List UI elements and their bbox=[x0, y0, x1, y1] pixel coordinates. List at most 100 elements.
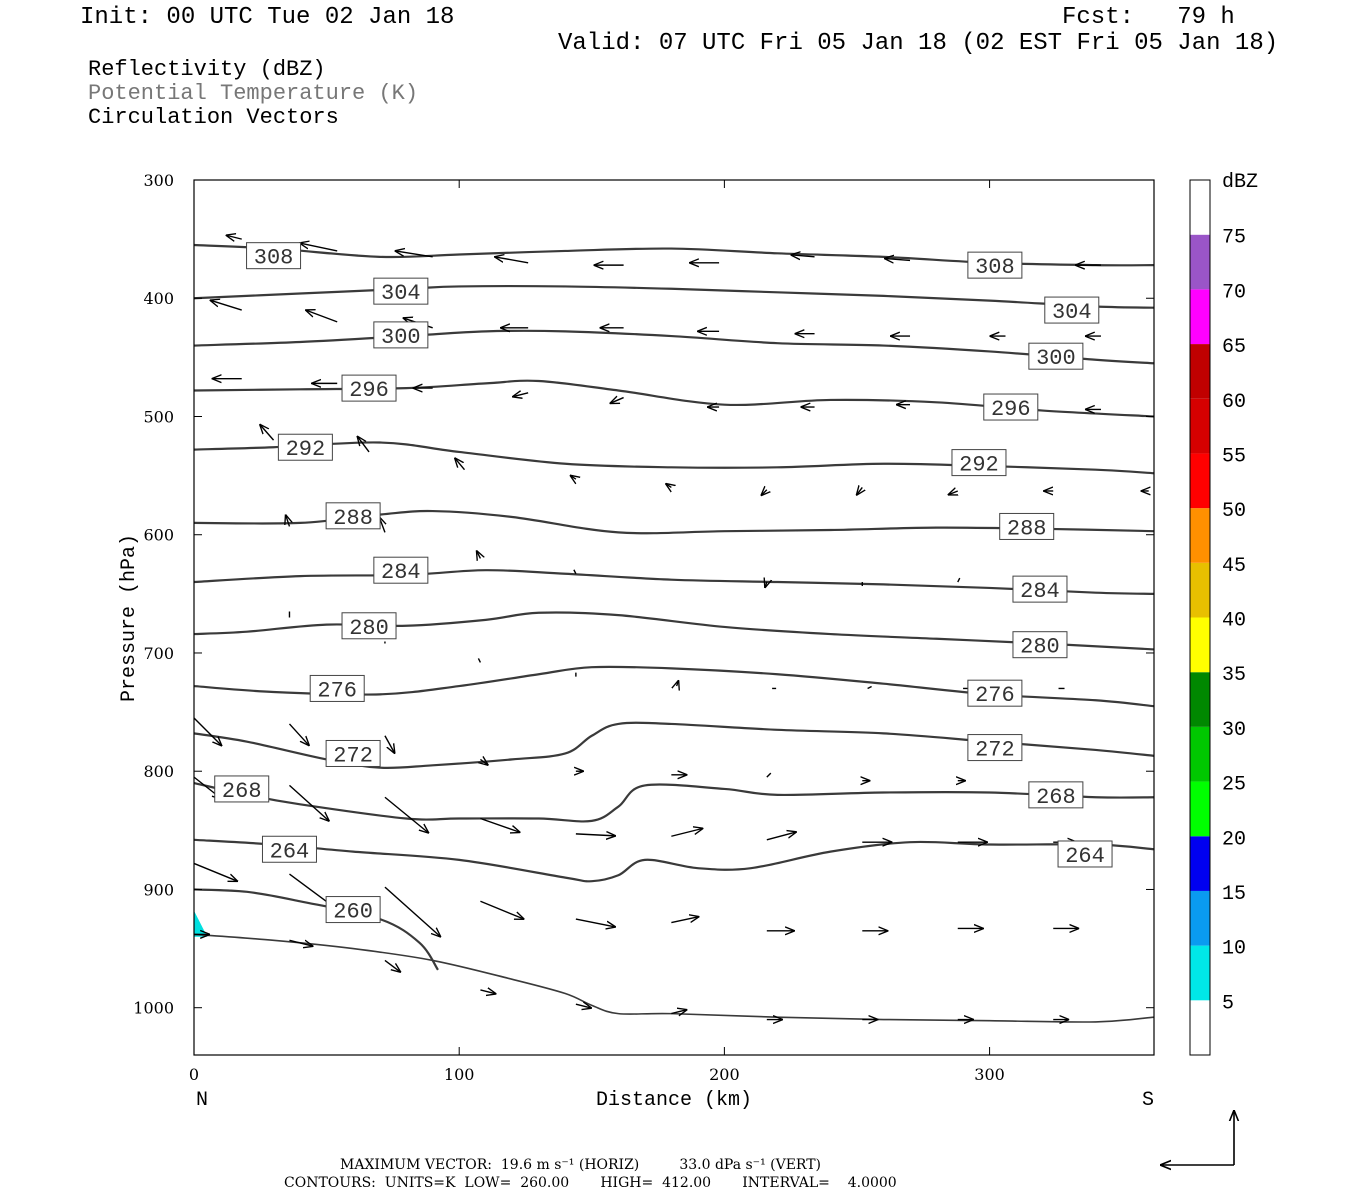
y-tick-label: 1000 bbox=[133, 999, 174, 1018]
circulation-vector bbox=[884, 258, 911, 260]
plot-frame bbox=[193, 179, 1155, 1056]
contour-label: 268 bbox=[1028, 781, 1084, 810]
y-tick-label: 600 bbox=[143, 526, 174, 545]
contour-label-box bbox=[1012, 631, 1068, 659]
colorbar-bin bbox=[1190, 890, 1210, 946]
colorbar-tick-label: 30 bbox=[1222, 719, 1246, 742]
contour-label-text: 268 bbox=[1036, 785, 1076, 810]
contour-label-box bbox=[967, 251, 1023, 279]
colorbar-bin bbox=[1190, 836, 1210, 891]
x-end-left: N bbox=[196, 1089, 208, 1112]
contour-label-text: 308 bbox=[975, 255, 1015, 280]
colorbar: 5 10 15 20 25 30 35 40 45 50 55 60 65 70 75 bbox=[1189, 179, 1246, 1056]
theta-contour-304 bbox=[193, 285, 1155, 309]
circulation-vector bbox=[289, 784, 329, 821]
circulation-vector bbox=[193, 717, 222, 746]
reflectivity-layer bbox=[194, 910, 208, 937]
contour-label: 300 bbox=[1028, 342, 1084, 371]
x-tick-label: 0 bbox=[189, 1065, 199, 1084]
colorbar-tick-label: 20 bbox=[1222, 828, 1246, 851]
field-theta: Potential Temperature (K) bbox=[88, 81, 419, 106]
contour-label-box bbox=[325, 739, 381, 767]
colorbar-bin bbox=[1190, 672, 1210, 727]
circulation-vector bbox=[260, 424, 275, 441]
contour-label: 284 bbox=[373, 556, 429, 585]
contour-label: 264 bbox=[1057, 840, 1113, 869]
circulation-vector bbox=[766, 832, 797, 841]
contour-label-text: 292 bbox=[959, 453, 999, 478]
colorbar-bin bbox=[1190, 234, 1210, 290]
contour-label-box bbox=[373, 321, 429, 349]
circulation-vector bbox=[575, 1004, 592, 1008]
contour-label-box bbox=[325, 502, 381, 530]
circulation-vector bbox=[480, 990, 496, 994]
colorbar-tick-label: 75 bbox=[1222, 227, 1246, 250]
circulation-vector bbox=[677, 680, 679, 686]
theta-contour-284 bbox=[193, 569, 1155, 595]
colorbar-tick-label: 40 bbox=[1222, 610, 1246, 633]
circulation-vector bbox=[765, 582, 767, 588]
colorbar-frame bbox=[1189, 179, 1211, 1056]
circulation-vector bbox=[384, 796, 429, 833]
circulation-vector bbox=[573, 569, 577, 575]
colorbar-tick-label: 50 bbox=[1222, 500, 1246, 523]
contour-label: 288 bbox=[999, 512, 1055, 541]
contour-label: 292 bbox=[277, 433, 333, 462]
contour-label-box bbox=[341, 612, 397, 640]
contour-label-box bbox=[214, 775, 270, 803]
contour-label: 280 bbox=[341, 612, 397, 641]
circulation-vector bbox=[948, 491, 958, 495]
contour-label-box bbox=[951, 449, 1007, 477]
contour-label-text: 276 bbox=[317, 678, 357, 703]
forecast-hour: Fcst: 79 h bbox=[1062, 4, 1235, 31]
colorbar-bin bbox=[1190, 344, 1210, 399]
colorbar-bin bbox=[1190, 289, 1210, 345]
contour-label-text: 276 bbox=[975, 683, 1015, 708]
colorbar-tick-label: 25 bbox=[1222, 774, 1246, 797]
colorbar-tick-label: 10 bbox=[1222, 938, 1246, 961]
contour-label: 308 bbox=[246, 242, 302, 271]
y-tick-label: 900 bbox=[143, 880, 174, 899]
contour-label: 276 bbox=[309, 674, 365, 703]
circulation-vector bbox=[480, 817, 520, 833]
circulation-vector bbox=[494, 257, 529, 264]
contour-label-box bbox=[246, 242, 302, 270]
contour-label-box bbox=[1028, 342, 1084, 370]
contour-label-box bbox=[325, 896, 381, 924]
axes: 300 400 500 600 700 800 900 1000 0 100 200 300 bbox=[133, 171, 1154, 1084]
contour-label-text: 280 bbox=[1020, 635, 1060, 660]
circulation-vector bbox=[791, 255, 815, 257]
init-time: Init: 00 UTC Tue 02 Jan 18 bbox=[80, 4, 455, 31]
colorbar-bin bbox=[1190, 398, 1210, 454]
circulation-vector bbox=[384, 959, 401, 972]
contour-label-box bbox=[373, 277, 429, 305]
circulation-vector bbox=[226, 235, 242, 239]
colorbar-tick-label: 35 bbox=[1222, 664, 1246, 687]
contour-label-box bbox=[967, 734, 1023, 762]
circulation-vector bbox=[395, 251, 433, 258]
contour-label-text: 304 bbox=[381, 281, 421, 306]
contour-label-text: 260 bbox=[333, 900, 373, 925]
field-vectors: Circulation Vectors bbox=[88, 105, 339, 130]
colorbar-tick-label: 5 bbox=[1222, 992, 1234, 1015]
contour-label-box bbox=[999, 512, 1055, 540]
circulation-vector bbox=[285, 514, 289, 527]
colorbar-bin bbox=[1190, 508, 1210, 563]
colorbar-tick-label: 60 bbox=[1222, 391, 1246, 414]
contour-label-text: 288 bbox=[333, 506, 373, 531]
circulation-vector bbox=[480, 759, 488, 765]
reflectivity-cell bbox=[194, 910, 208, 937]
contour-label: 272 bbox=[325, 739, 381, 768]
circulation-vector bbox=[856, 487, 862, 495]
circulation-vector bbox=[289, 940, 313, 946]
circulation-vector bbox=[610, 398, 624, 404]
x-end-right: S bbox=[1142, 1089, 1154, 1112]
contour-label: 288 bbox=[325, 502, 381, 531]
contour-label-text: 264 bbox=[270, 839, 310, 864]
circulation-vector bbox=[299, 243, 338, 252]
circulation-vector bbox=[454, 458, 466, 471]
theta-contour-264 bbox=[193, 838, 1155, 883]
circulation-vectors bbox=[193, 235, 1149, 1019]
circulation-vector bbox=[671, 828, 703, 837]
contour-label-text: 300 bbox=[1036, 346, 1076, 371]
